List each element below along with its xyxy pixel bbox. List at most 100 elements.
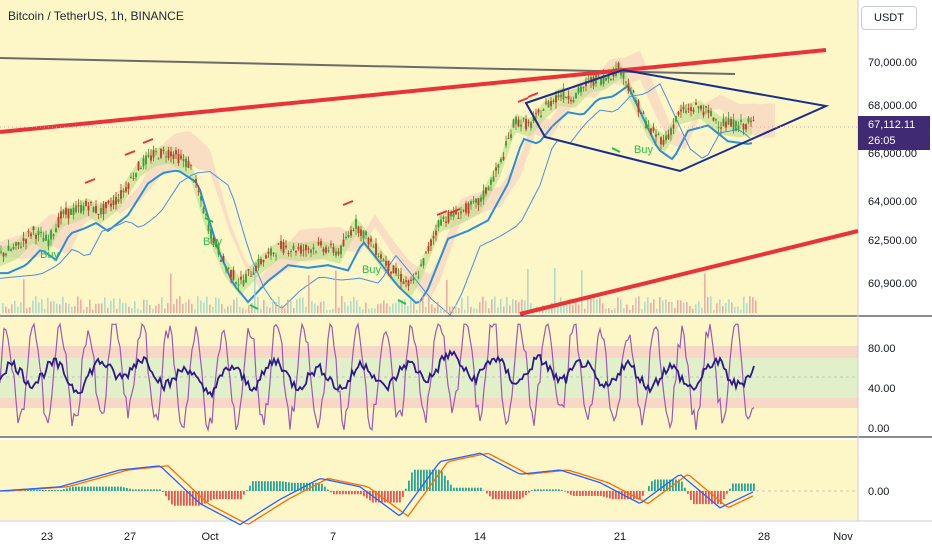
volume-bar <box>230 305 232 313</box>
macd-histogram-bar <box>300 483 302 491</box>
candle-body <box>480 197 482 201</box>
macd-histogram-bar <box>516 491 518 499</box>
candle-body <box>723 119 725 126</box>
candle-body <box>365 232 367 236</box>
volume-bar <box>419 300 421 313</box>
price-axis-label: 68,000.00 <box>868 100 917 112</box>
volume-bar <box>410 300 412 313</box>
candle-body <box>413 278 415 281</box>
candle-body <box>448 212 450 223</box>
time-axis-label: 28 <box>758 531 770 543</box>
candle-body <box>70 209 72 215</box>
volume-bar <box>221 304 223 313</box>
volume-bar <box>434 308 436 313</box>
candle-body <box>165 156 167 157</box>
candle-body <box>658 134 660 135</box>
macd-histogram-bar <box>348 491 350 494</box>
volume-bar <box>407 306 409 313</box>
candle-body <box>440 220 442 226</box>
candle-body <box>280 241 282 249</box>
volume-bar <box>548 309 550 313</box>
volume-bar <box>314 304 316 313</box>
macd-histogram-bar <box>579 491 581 496</box>
volume-bar <box>272 299 274 313</box>
volume-bar <box>176 299 178 313</box>
macd-histogram-bar <box>453 488 455 491</box>
volume-bar <box>128 307 130 313</box>
currency-button[interactable]: USDT <box>861 6 917 30</box>
candle-body <box>728 118 730 124</box>
candle-body <box>118 199 120 202</box>
macd-histogram-bar <box>87 487 89 491</box>
candle-body <box>313 247 315 249</box>
volume-bar <box>185 302 187 313</box>
macd-histogram-bar <box>510 491 512 499</box>
volume-bar <box>23 279 25 313</box>
candle-body <box>353 230 355 231</box>
candle-body <box>53 234 55 236</box>
volume-bar <box>593 297 595 313</box>
time-axis-label: 14 <box>474 531 486 543</box>
macd-histogram-bar <box>108 487 110 491</box>
macd-histogram-bar <box>498 491 500 499</box>
volume-bar <box>362 309 364 313</box>
volume-bar <box>662 301 664 313</box>
macd-histogram-bar <box>408 481 410 491</box>
volume-bar <box>374 308 376 313</box>
price-axis-label: 60,900.00 <box>868 278 917 290</box>
volume-bar <box>35 296 37 313</box>
macd-histogram-bar <box>186 491 188 506</box>
candle-body <box>420 264 422 266</box>
candle-body <box>600 79 602 85</box>
macd-histogram-bar <box>285 482 287 491</box>
volume-bar <box>377 304 379 313</box>
macd-histogram-bar <box>120 487 122 491</box>
candle-body <box>738 125 740 129</box>
buy-label: Buy <box>634 144 653 156</box>
macd-histogram-bar <box>549 489 551 491</box>
volume-bar <box>233 300 235 313</box>
price-axis-label: 70,000.00 <box>868 57 917 69</box>
macd-histogram-bar <box>471 488 473 491</box>
volume-bar <box>629 310 631 313</box>
candle-body <box>498 164 500 167</box>
macd-histogram-bar <box>480 488 482 491</box>
volume-bar <box>488 308 490 313</box>
volume-bar <box>446 280 448 313</box>
candle-body <box>715 119 717 120</box>
candle-body <box>273 253 275 254</box>
macd-histogram-bar <box>162 491 164 492</box>
macd-histogram-bar <box>648 486 650 491</box>
volume-bar <box>623 308 625 313</box>
macd-histogram-bar <box>42 490 44 491</box>
volume-bar <box>152 309 154 313</box>
candle-body <box>18 242 20 245</box>
candle-body <box>385 261 387 266</box>
candle-body <box>288 253 290 254</box>
candle-body <box>155 151 157 152</box>
macd-histogram-bar <box>90 487 92 491</box>
candle-body <box>195 179 197 183</box>
volume-bar <box>461 298 463 313</box>
candle-body <box>745 124 747 129</box>
volume-bar <box>590 299 592 313</box>
macd-histogram-bar <box>396 491 398 502</box>
macd-histogram-bar <box>717 491 719 504</box>
macd-histogram-bar <box>321 484 323 491</box>
volume-bar <box>83 310 85 313</box>
volume-bar <box>368 309 370 313</box>
candle-body <box>465 203 467 212</box>
volume-bar <box>413 303 415 313</box>
macd-histogram-bar <box>405 489 407 491</box>
volume-bar <box>710 296 712 313</box>
last-price-tag: 67,112.11 26:05 <box>858 116 930 150</box>
candle-body <box>340 246 342 255</box>
macd-histogram-bar <box>522 491 524 498</box>
volume-bar <box>689 306 691 313</box>
candle-body <box>485 188 487 194</box>
volume-bar <box>308 275 310 313</box>
candle-body <box>33 227 35 230</box>
macd-histogram-bar <box>555 489 557 491</box>
